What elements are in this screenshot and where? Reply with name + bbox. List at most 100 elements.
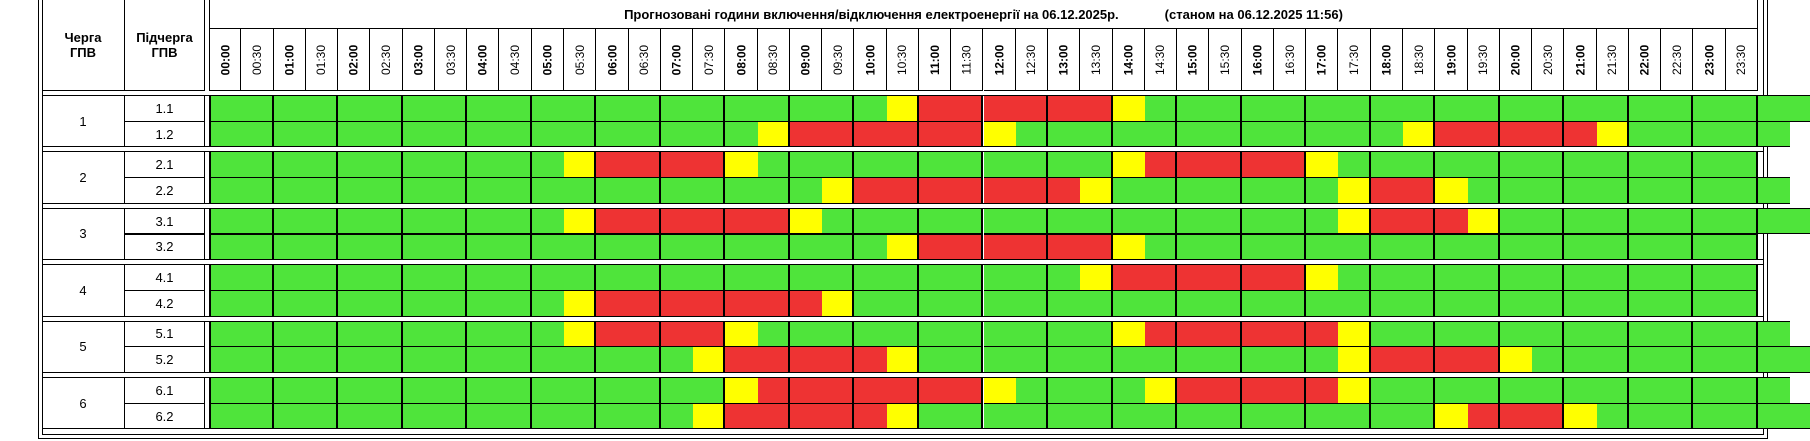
slot-cell [1693,233,1726,261]
time-label: 02:00 [346,44,361,75]
slot-cell [1725,402,1758,430]
time-header: 12:30 [1015,29,1049,91]
slot-cell [725,177,758,204]
queue-label: 2 [42,151,125,204]
time-header: 00:30 [241,29,274,91]
slot-cell [757,120,790,148]
slot-cell [563,151,597,179]
slot-cell [1015,346,1049,373]
slot-cell [918,289,952,317]
time-label: 08:00 [733,44,748,75]
slot-cell [1467,95,1500,122]
slot-cell [951,120,984,148]
slot-cell [951,320,984,348]
time-label: 15:30 [1218,44,1233,75]
slot-cell [757,289,790,317]
subqueue-label: 2.1 [125,151,205,179]
time-header: 07:00 [660,29,694,91]
slot-cell [1725,151,1758,179]
slot-cell [1015,289,1049,317]
slot-cell [467,233,500,261]
slot-cell [1177,120,1210,148]
slot-cell [499,233,532,261]
slot-cell [854,377,887,404]
subqueue-label: 3.1 [125,207,205,235]
slot-cell [1661,320,1694,348]
slot-cell [1048,207,1081,235]
slot-cell [693,177,726,204]
slot-cell [628,289,661,317]
slot-cell [918,233,952,261]
time-header: 23:30 [1725,29,1758,91]
slot-cell [918,346,952,373]
slot-cell [273,264,306,291]
slot-cell [1532,289,1565,317]
slot-cell [693,264,726,291]
time-label: 15:00 [1185,44,1200,75]
slot-cell [1048,233,1081,261]
time-header: 14:30 [1144,29,1178,91]
subqueue-label: 6.2 [125,402,205,430]
slot-cell [628,264,661,291]
slot-cell [886,207,919,235]
slot-cell [789,207,823,235]
slot-cell [1499,151,1533,179]
slot-cell [1661,264,1694,291]
slot-cell [886,346,919,373]
slot-cell [951,207,984,235]
slot-cell [1112,320,1145,348]
time-label: 11:00 [927,44,942,75]
slot-cell [1403,233,1436,261]
time-label: 01:30 [314,44,329,75]
slot-cell [273,177,306,204]
slot-cell [886,233,919,261]
slot-cell [660,289,694,317]
slot-cell [789,402,823,430]
slot-cell [370,95,403,122]
time-label: 12:00 [992,44,1007,75]
time-label: 06:00 [604,44,619,75]
time-header: 13:30 [1080,29,1113,91]
slot-cell [725,151,758,179]
slot-cell [1564,95,1597,122]
slot-cell [951,289,984,317]
slot-cell [1370,233,1404,261]
slot-cell [1177,346,1210,373]
slot-cell [1080,120,1113,148]
slot-cell [402,289,435,317]
slot-cell [1080,402,1113,430]
slot-cell [1532,264,1565,291]
slot-cell [563,264,597,291]
slot-cell [1435,151,1468,179]
slot-cell [531,151,564,179]
slot-cell [1241,346,1274,373]
slot-cell [1144,289,1178,317]
slot-cell [1661,377,1694,404]
slot-cell [467,402,500,430]
time-label: 01:00 [282,44,297,75]
queue-label: 4 [42,264,125,317]
slot-cell [209,264,242,291]
slot-cell [596,320,629,348]
subqueue-label: 6.1 [125,377,205,404]
slot-cell [563,95,597,122]
slot-cell [757,177,790,204]
slot-cell [1661,346,1694,373]
slot-cell [305,377,339,404]
slot-cell [305,264,339,291]
slot-cell [1306,151,1339,179]
slot-cell [499,377,532,404]
slot-cell [338,320,371,348]
slot-cell [628,346,661,373]
slot-cell [1273,151,1307,179]
slot-cell [983,346,1016,373]
time-header: 21:30 [1596,29,1629,91]
slot-cell [1338,177,1371,204]
slot-cell [209,120,242,148]
slot-cell [370,320,403,348]
subqueue-label: 2.2 [125,177,205,204]
slot-cell [305,233,339,261]
slot-cell [241,320,274,348]
queue-label: 1 [42,95,125,148]
slot-cell [886,120,919,148]
